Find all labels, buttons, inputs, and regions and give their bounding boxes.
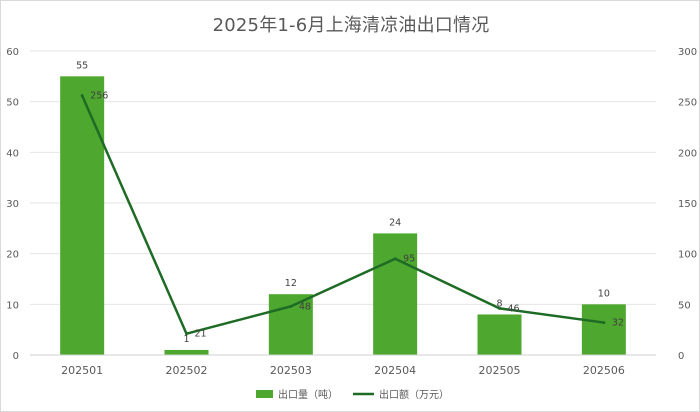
y-right-tick-label: 300 <box>678 47 697 58</box>
bar <box>477 314 522 355</box>
x-category-label: 202504 <box>374 364 416 377</box>
x-category-label: 202503 <box>270 364 312 377</box>
line-data-label: 32 <box>612 318 624 329</box>
line-data-label: 21 <box>195 329 207 340</box>
bar-data-label: 24 <box>389 217 401 228</box>
bar <box>60 76 105 355</box>
line-point <box>602 321 606 325</box>
legend-label-bar: 出口量（吨） <box>278 388 338 401</box>
line-point <box>393 257 397 261</box>
chart-title: 2025年1-6月上海清凉油出口情况 <box>212 15 490 36</box>
bar-data-label: 10 <box>598 288 610 299</box>
y-right-tick-label: 200 <box>678 148 697 159</box>
y-left-tick-label: 20 <box>6 250 19 261</box>
x-category-label: 202501 <box>61 364 103 377</box>
x-category-label: 202506 <box>583 364 625 377</box>
bar-data-label: 8 <box>496 298 502 309</box>
y-left-tick-label: 0 <box>13 351 19 362</box>
bar <box>164 349 209 355</box>
bar-data-label: 1 <box>183 334 189 345</box>
y-right-tick-label: 50 <box>678 300 691 311</box>
line-data-label: 46 <box>508 303 520 314</box>
y-right-tick-label: 100 <box>678 250 697 261</box>
y-left-tick-label: 50 <box>6 98 19 109</box>
x-category-label: 202502 <box>166 364 208 377</box>
y-right-tick-label: 250 <box>678 98 697 109</box>
y-left-tick-label: 40 <box>6 148 19 159</box>
line-point <box>289 304 293 308</box>
line-data-label: 256 <box>90 91 108 102</box>
line-point <box>498 306 501 310</box>
bar-data-label: 55 <box>76 60 88 71</box>
line-data-label: 48 <box>299 301 311 312</box>
y-right-tick-label: 0 <box>678 351 684 362</box>
legend-swatch-bar <box>256 390 273 398</box>
legend-label-line: 出口额（万元） <box>379 388 449 401</box>
bar <box>581 304 626 355</box>
line-point <box>185 332 188 336</box>
y-right-tick-label: 150 <box>678 199 697 210</box>
y-left-tick-label: 10 <box>6 300 19 311</box>
line-point <box>80 94 84 98</box>
y-left-tick-label: 30 <box>6 199 19 210</box>
x-category-label: 202505 <box>479 364 521 377</box>
y-left-tick-label: 60 <box>6 47 19 58</box>
bar <box>373 233 418 355</box>
bar-data-label: 12 <box>285 278 297 289</box>
line-series <box>81 95 605 335</box>
line-data-label: 95 <box>403 254 415 265</box>
bar <box>268 294 313 355</box>
